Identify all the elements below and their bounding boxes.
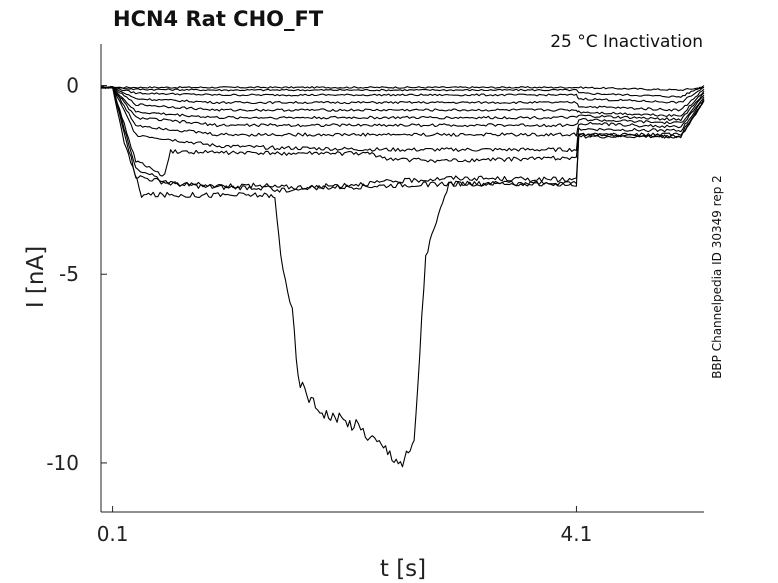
current-trace-11 (100, 86, 705, 193)
current-trace-8 (100, 86, 705, 137)
current-trace-12 (100, 86, 705, 191)
x-tick-label: 0.1 (97, 522, 129, 546)
current-trace-3 (100, 86, 705, 104)
current-trace-7 (100, 86, 705, 128)
current-trace-13 (100, 86, 577, 468)
y-axis-label: I [nA] (23, 246, 49, 308)
trace-group (100, 85, 705, 468)
current-trace-5 (100, 86, 705, 118)
current-trace-4 (100, 86, 705, 112)
y-tick-label: -10 (46, 451, 79, 475)
y-tick-label: -5 (59, 262, 79, 286)
channelpedia-id-label: BBP Channelpedia ID 30349 rep 2 (710, 175, 724, 379)
current-trace-9 (100, 86, 705, 153)
x-axis-label: t [s] (380, 556, 426, 582)
tick-group: 0.1 4.1 0 -5 -10 (46, 74, 592, 546)
temperature-annotation: 25 °C Inactivation (550, 32, 703, 52)
current-trace-10 (100, 86, 705, 177)
axes (100, 44, 704, 513)
current-trace-6 (100, 86, 705, 122)
chart-title: HCN4 Rat CHO_FT (113, 7, 324, 31)
current-trace-2 (100, 85, 705, 98)
x-tick-label: 4.1 (561, 522, 593, 546)
y-tick-label: 0 (66, 74, 79, 98)
current-trace-1 (100, 86, 705, 92)
